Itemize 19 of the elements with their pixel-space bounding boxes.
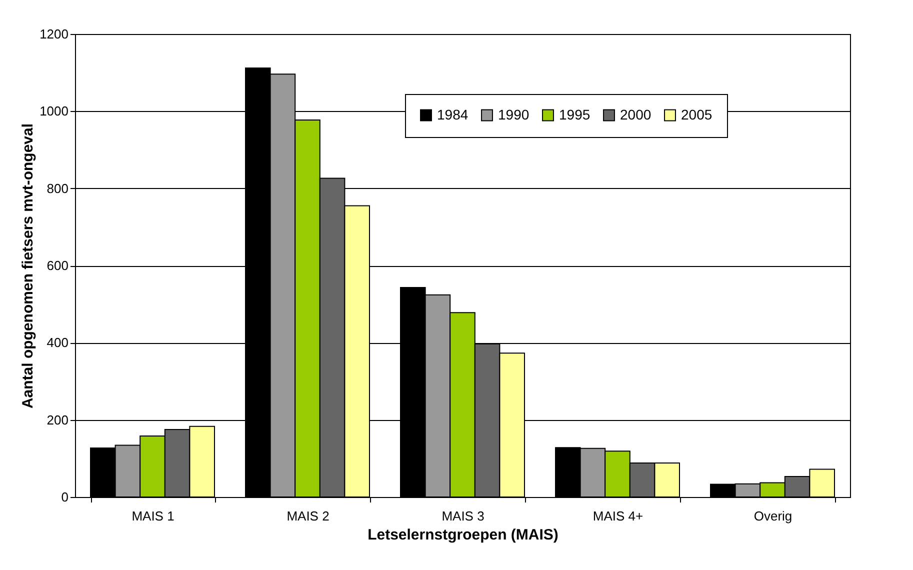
x-axis-title: Letselernstgroepen (MAIS)	[368, 526, 558, 544]
legend-label: 1990	[498, 106, 530, 122]
x-tick-label: MAIS 4+	[592, 508, 644, 524]
x-tick-label: MAIS 2	[286, 508, 330, 524]
y-tick-label: 1200	[40, 26, 68, 42]
x-tick-label: MAIS 1	[132, 508, 174, 524]
legend-label: 1995	[559, 106, 590, 122]
x-tick-label: MAIS 3	[442, 508, 484, 524]
y-tick-label: 600	[46, 258, 68, 273]
y-axis-title: Aantal opgenomen fietsers mvt-ongeval	[20, 123, 37, 409]
y-tick-label: 800	[46, 180, 68, 196]
y-tick-label: 400	[46, 335, 68, 350]
legend-label: 2000	[620, 106, 652, 122]
legend-label: 1984	[437, 106, 468, 122]
y-tick-label: 0	[61, 490, 68, 504]
x-tick-label: Overig	[754, 508, 792, 524]
y-tick-label: 1000	[40, 104, 68, 119]
y-tick-label: 200	[46, 412, 68, 428]
legend-label: 2005	[681, 106, 712, 122]
